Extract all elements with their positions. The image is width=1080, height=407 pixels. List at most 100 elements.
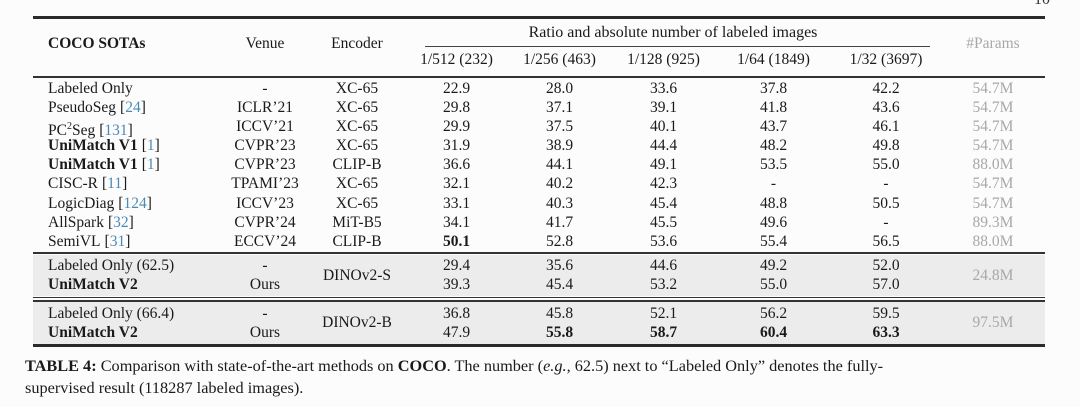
header-ratio-1: 1/512 (232) <box>420 51 493 68</box>
table-row: LogicDiag [124] ICCV’23 XC-65 33.1 40.3 4… <box>33 194 1045 213</box>
value-cell: 50.1 <box>442 233 471 250</box>
value-cell: 45.5 <box>649 213 678 231</box>
value-cell: 49.2 <box>759 257 788 274</box>
table-caption: TABLE 4: Comparison with state-of-the-ar… <box>25 355 1059 398</box>
method-cell: SemiVL [31] <box>48 232 233 251</box>
rule-top <box>33 16 1045 19</box>
encoder-cell-merged: DINOv2-S <box>322 266 392 284</box>
rule-bottom <box>33 344 1045 347</box>
cite-bracket-close: ] <box>154 137 160 155</box>
venue-cell: ECCV’24 <box>234 233 296 250</box>
method-name: PC <box>48 122 67 140</box>
value-cell: 37.5 <box>545 117 574 135</box>
value-cell: 47.9 <box>442 323 471 341</box>
value-cell: 49.8 <box>872 137 900 155</box>
rule-group-underline <box>425 45 930 47</box>
cite-link[interactable]: 1 <box>146 156 155 174</box>
venue-cell: CVPR’23 <box>234 137 296 155</box>
value-cell: 53.6 <box>649 233 678 250</box>
value-cell: 55.0 <box>872 156 900 174</box>
cite-bracket-open: [ <box>141 137 147 155</box>
value-cell: 49.1 <box>649 156 678 174</box>
value-cell: 52.0 <box>872 257 900 274</box>
params-cell: 89.3M <box>972 213 1014 231</box>
value-cell: 60.4 <box>759 323 788 341</box>
value-cell: 55.0 <box>759 276 788 293</box>
cite-bracket-close: ] <box>128 213 134 231</box>
cite-bracket-open: [ <box>141 156 147 174</box>
table-row: UniMatch V2 Ours 39.3 45.4 53.2 55.0 57.… <box>33 275 1045 295</box>
rule-header-bottom <box>33 76 1045 78</box>
value-cell: 53.5 <box>759 156 788 174</box>
method-cell: CISC-R [11] <box>48 174 233 193</box>
value-cell: 41.7 <box>545 213 574 231</box>
params-cell: 54.7M <box>972 98 1014 116</box>
encoder-cell: XC-65 <box>335 194 379 212</box>
method-name: AllSpark <box>48 213 104 231</box>
table-row: AllSpark [32] CVPR’24 MiT-B5 34.1 41.7 45… <box>33 213 1045 232</box>
encoder-cell: XC-65 <box>335 98 379 116</box>
value-cell: 43.7 <box>759 117 788 135</box>
value-cell: 41.8 <box>759 98 788 116</box>
caption-text: Comparison with state-of-the-art methods… <box>96 356 398 375</box>
value-cell: 39.1 <box>649 98 678 116</box>
params-cell: 88.0M <box>972 233 1014 250</box>
value-cell: 58.7 <box>649 323 678 341</box>
method-cell: UniMatch V2 <box>48 323 138 341</box>
method-cell: UniMatch V2 <box>48 276 138 293</box>
cite-link[interactable]: 24 <box>125 98 141 116</box>
value-cell: - <box>883 175 889 193</box>
value-cell: 48.2 <box>759 137 788 155</box>
venue-cell: ICCV’23 <box>236 194 294 212</box>
cite-link[interactable]: 124 <box>123 194 147 212</box>
value-cell: 39.3 <box>442 276 471 293</box>
value-cell: 49.6 <box>759 213 788 231</box>
value-cell: 53.2 <box>649 276 678 293</box>
method-name: UniMatch V1 <box>48 156 138 174</box>
page-number: 10 <box>1034 0 1050 9</box>
value-cell: 34.1 <box>442 213 471 231</box>
table-body: Labeled Only - XC-65 22.9 28.0 33.6 37.8… <box>33 79 1045 252</box>
cite-link[interactable]: 131 <box>104 122 128 140</box>
method-cell: LogicDiag [124] <box>48 194 233 213</box>
header-encoder: Encoder <box>331 35 383 52</box>
encoder-cell: MiT-B5 <box>332 213 382 231</box>
cite-link[interactable]: 31 <box>109 233 126 250</box>
caption-text: 62.5) next to “Labeled Only” denotes the… <box>570 356 884 375</box>
params-cell-merged: 24.8M <box>972 266 1014 284</box>
value-cell: 55.4 <box>759 233 788 250</box>
cite-link[interactable]: 11 <box>107 175 123 193</box>
venue-cell: - <box>262 79 268 97</box>
cite-bracket-open: [ <box>101 175 108 193</box>
venue-cell: Ours <box>249 276 281 293</box>
header-group-title: Ratio and absolute number of labeled ima… <box>528 24 818 41</box>
cite-bracket-close: ] <box>154 156 160 174</box>
cite-link[interactable]: 32 <box>113 213 129 231</box>
table-row: CISC-R [11] TPAMI’23 XC-65 32.1 40.2 42.3… <box>33 174 1045 193</box>
venue-cell: - <box>262 304 268 322</box>
value-cell: 56.2 <box>759 304 788 322</box>
method-name: PseudoSeg <box>48 98 117 116</box>
cite-bracket-open: [ <box>118 194 124 212</box>
method-name-rest: Seg <box>71 122 96 140</box>
venue-cell: Ours <box>249 323 281 341</box>
caption-text: supervised result (118287 labeled images… <box>25 377 304 397</box>
method-name: CISC-R <box>48 175 98 193</box>
section-dinov2-s: Labeled Only (62.5) - 29.4 35.6 44.6 49.… <box>33 254 1045 296</box>
value-cell: 29.8 <box>442 98 471 116</box>
cite-bracket-open: [ <box>99 122 105 140</box>
table-row: Labeled Only (66.4) - 36.8 45.8 52.1 56.… <box>33 304 1045 324</box>
venue-cell: CVPR’24 <box>234 213 296 231</box>
value-cell: 44.1 <box>545 156 574 174</box>
method-name: LogicDiag <box>48 194 115 212</box>
value-cell: 55.8 <box>545 323 574 341</box>
value-cell: 40.1 <box>649 117 678 135</box>
method-cell: PC2Seg [131] <box>48 117 233 140</box>
value-cell: 42.3 <box>649 175 678 193</box>
table-row: UniMatch V2 Ours 47.9 55.8 58.7 60.4 63.… <box>33 323 1045 343</box>
cite-link[interactable]: 1 <box>146 137 155 155</box>
method-cell: PseudoSeg [24] <box>48 98 233 117</box>
table-row: Labeled Only (62.5) - 29.4 35.6 44.6 49.… <box>33 256 1045 276</box>
table-row: UniMatch V1 [1] CVPR’23 CLIP-B 36.6 44.1 … <box>33 155 1045 174</box>
